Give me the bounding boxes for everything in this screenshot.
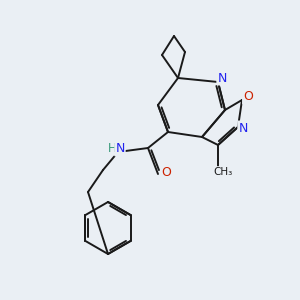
Text: H: H bbox=[108, 142, 116, 154]
Text: CH₃: CH₃ bbox=[213, 167, 232, 177]
Text: N: N bbox=[238, 122, 248, 134]
Text: O: O bbox=[161, 167, 171, 179]
Text: N: N bbox=[217, 71, 227, 85]
Text: N: N bbox=[115, 142, 125, 155]
Text: O: O bbox=[243, 91, 253, 103]
